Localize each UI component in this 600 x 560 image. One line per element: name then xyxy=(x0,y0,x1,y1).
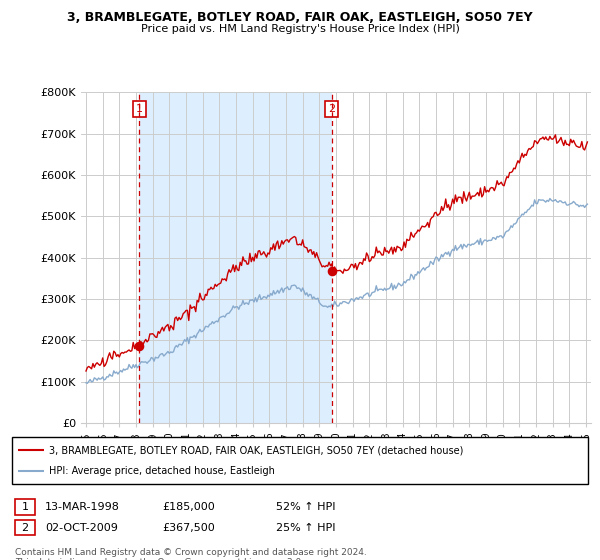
FancyBboxPatch shape xyxy=(12,437,588,484)
Text: Contains HM Land Registry data © Crown copyright and database right 2024.
This d: Contains HM Land Registry data © Crown c… xyxy=(15,548,367,560)
Text: 02-OCT-2009: 02-OCT-2009 xyxy=(45,522,118,533)
Text: Price paid vs. HM Land Registry's House Price Index (HPI): Price paid vs. HM Land Registry's House … xyxy=(140,24,460,34)
Text: 52% ↑ HPI: 52% ↑ HPI xyxy=(276,502,335,512)
Text: 2: 2 xyxy=(328,104,335,114)
Point xyxy=(327,267,337,276)
Bar xyxy=(139,92,332,423)
Text: 3, BRAMBLEGATE, BOTLEY ROAD, FAIR OAK, EASTLEIGH, SO50 7EY: 3, BRAMBLEGATE, BOTLEY ROAD, FAIR OAK, E… xyxy=(67,11,533,24)
Text: 1: 1 xyxy=(22,502,28,512)
Text: HPI: Average price, detached house, Eastleigh: HPI: Average price, detached house, East… xyxy=(49,466,275,476)
Text: £185,000: £185,000 xyxy=(162,502,215,512)
Text: 13-MAR-1998: 13-MAR-1998 xyxy=(45,502,120,512)
Point xyxy=(134,342,144,351)
Text: 3, BRAMBLEGATE, BOTLEY ROAD, FAIR OAK, EASTLEIGH, SO50 7EY (detached house): 3, BRAMBLEGATE, BOTLEY ROAD, FAIR OAK, E… xyxy=(49,445,464,455)
Text: 1: 1 xyxy=(136,104,143,114)
Text: 25% ↑ HPI: 25% ↑ HPI xyxy=(276,522,335,533)
Text: 2: 2 xyxy=(22,522,28,533)
Text: £367,500: £367,500 xyxy=(162,522,215,533)
